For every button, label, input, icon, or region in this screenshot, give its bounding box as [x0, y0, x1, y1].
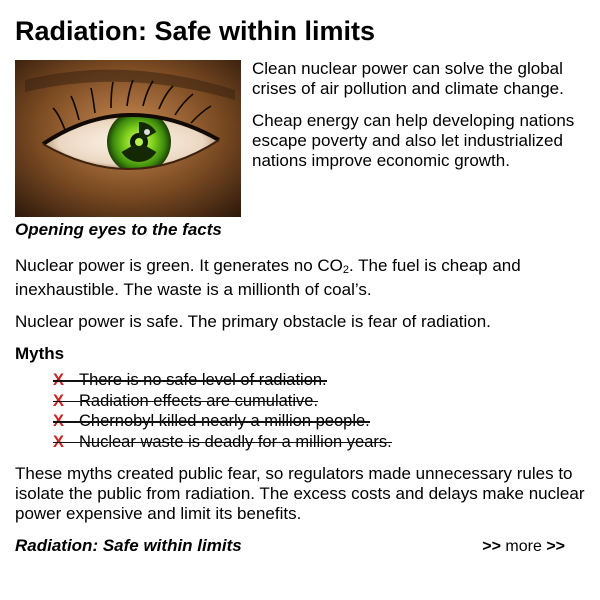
- co2-subscript: 2: [342, 264, 350, 276]
- more-label: more: [505, 538, 542, 555]
- myth-item: XChernobyl killed nearly a million peopl…: [53, 411, 590, 432]
- page-title: Radiation: Safe within limits: [15, 16, 376, 46]
- green-paragraph: Nuclear power is green. It generates no …: [15, 256, 590, 300]
- intro-paragraph-1: Clean nuclear power can solve the global…: [252, 59, 564, 98]
- myth-item: XRadiation effects are cumulative.: [53, 391, 590, 412]
- page: Radiation: Safe within limits: [15, 14, 590, 557]
- more-suffix-arrows: >>: [546, 538, 565, 555]
- green-text-start: Nuclear power is green. It generates no …: [15, 256, 343, 275]
- closing-paragraph: These myths created public fear, so regu…: [15, 464, 585, 523]
- eye-radiation-image: [15, 60, 241, 217]
- strike-line: [53, 441, 392, 443]
- myths-heading: Myths: [15, 344, 65, 363]
- more-link[interactable]: >> more >>: [482, 537, 565, 557]
- footer-title-link[interactable]: Radiation: Safe within limits: [15, 536, 242, 555]
- image-caption: Opening eyes to the facts: [15, 220, 222, 239]
- footer: Radiation: Safe within limits >> more >>: [15, 536, 565, 557]
- more-prefix-arrows: >>: [482, 538, 501, 555]
- intro-text: Clean nuclear power can solve the global…: [252, 59, 590, 183]
- strike-line: [53, 380, 327, 382]
- myth-strikethrough: XNuclear waste is deadly for a million y…: [53, 432, 392, 453]
- strike-line: [53, 400, 319, 402]
- myth-item: XNuclear waste is deadly for a million y…: [53, 432, 590, 453]
- intro-section: Clean nuclear power can solve the global…: [15, 59, 590, 217]
- myth-strikethrough: XThere is no safe level of radiation.: [53, 370, 327, 391]
- green-text-end: . The fuel is cheap and inexhaustible. T…: [15, 256, 521, 299]
- myths-list: XThere is no safe level of radiation. XR…: [53, 370, 590, 452]
- strike-line: [53, 421, 370, 423]
- safe-paragraph: Nuclear power is safe. The primary obsta…: [15, 312, 491, 331]
- intro-paragraph-2: Cheap energy can help developing nations…: [252, 111, 575, 170]
- myth-strikethrough: XRadiation effects are cumulative.: [53, 391, 319, 412]
- myth-strikethrough: XChernobyl killed nearly a million peopl…: [53, 411, 370, 432]
- myth-item: XThere is no safe level of radiation.: [53, 370, 590, 391]
